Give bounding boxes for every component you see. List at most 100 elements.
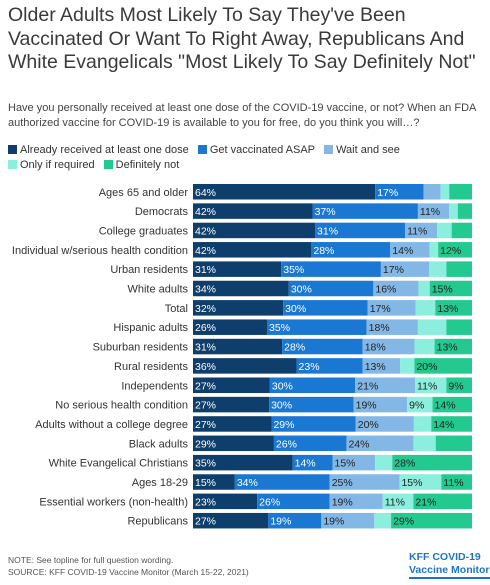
data-label: 31% xyxy=(195,264,216,276)
data-label: 21% xyxy=(415,496,436,508)
category-label: Ages 65 and older xyxy=(99,187,189,199)
bar-segment xyxy=(332,454,376,471)
legend-label: Definitely not xyxy=(115,159,180,171)
data-label: 11% xyxy=(417,380,437,392)
data-label: 13% xyxy=(437,303,458,315)
bar-segment xyxy=(375,454,393,471)
category-label: No serious health condition xyxy=(55,400,188,412)
data-label: 23% xyxy=(299,361,320,373)
bar-segment xyxy=(374,512,392,529)
legend-item: Get vaccinated ASAP xyxy=(197,144,316,156)
bar-segment xyxy=(414,338,435,355)
data-label: 30% xyxy=(285,303,306,315)
bar-segment xyxy=(234,474,330,490)
category-label: Democrats xyxy=(135,206,189,218)
data-label: 26% xyxy=(259,496,280,508)
bar-segment xyxy=(413,493,472,510)
legend-label: Get vaccinated ASAP xyxy=(209,144,316,156)
bar-segment xyxy=(329,474,400,490)
bar-segment xyxy=(399,474,442,490)
legend-item: Only if required xyxy=(8,159,95,171)
bar-segment xyxy=(329,493,383,510)
data-label: 18% xyxy=(369,322,390,334)
bar-segment xyxy=(407,396,433,413)
bar-segment xyxy=(292,454,333,471)
bar-segment xyxy=(429,242,439,258)
bar-segment xyxy=(382,493,414,510)
legend-swatch xyxy=(8,160,17,169)
bar-segment xyxy=(400,358,415,374)
data-label: 23% xyxy=(195,496,216,508)
category-label: Republicans xyxy=(127,516,188,528)
bar-segment xyxy=(273,435,347,452)
bar-segment xyxy=(423,184,441,200)
legend-label: Wait and see xyxy=(336,144,400,156)
data-label: 15% xyxy=(335,458,356,470)
bar-segment xyxy=(432,396,472,413)
category-label: College graduates xyxy=(99,225,189,237)
bar-segment xyxy=(355,377,416,393)
bar-segment xyxy=(417,203,450,219)
legend-swatch xyxy=(103,160,113,169)
bar-segment xyxy=(367,300,416,316)
data-label: 20% xyxy=(358,419,379,431)
data-label: 30% xyxy=(272,380,293,392)
data-label: 17% xyxy=(377,187,398,199)
legend-swatch xyxy=(197,145,207,154)
bar-segment xyxy=(355,416,414,432)
data-label: 24% xyxy=(348,438,369,450)
bar-segment xyxy=(441,474,472,490)
bar-segment xyxy=(281,261,381,277)
data-label: 14% xyxy=(392,245,413,257)
data-label: 29% xyxy=(273,419,294,431)
data-label: 28% xyxy=(394,458,415,470)
bar-segment xyxy=(449,184,472,200)
legend-item: Definitely not xyxy=(103,159,180,171)
data-label: 29% xyxy=(195,438,216,450)
bar-segment xyxy=(431,416,472,432)
bar-segment xyxy=(446,261,472,277)
category-label: Hispanic adults xyxy=(113,322,188,334)
bar-segment xyxy=(321,512,375,529)
bar-segment xyxy=(446,319,472,335)
bar-segment xyxy=(193,338,283,355)
data-label: 26% xyxy=(195,322,216,334)
data-label: 9% xyxy=(409,400,424,412)
category-label: Rural residents xyxy=(114,361,188,373)
data-label: 13% xyxy=(365,361,386,373)
category-label: Independents xyxy=(121,380,188,392)
bar-segment xyxy=(193,261,282,277)
bar-segment xyxy=(415,377,447,393)
bar-segment xyxy=(434,338,472,355)
bar-segment xyxy=(312,203,418,219)
bar-segment xyxy=(405,222,438,239)
bar-segment xyxy=(193,242,312,258)
category-label: Essential workers (non-health) xyxy=(39,496,188,508)
bar-segment xyxy=(282,338,363,355)
data-label: 20% xyxy=(416,361,437,373)
bar-segment xyxy=(457,203,472,219)
bar-segment xyxy=(373,280,419,297)
legend-swatch xyxy=(8,145,17,154)
bar-segment xyxy=(315,222,406,239)
bar-segment xyxy=(375,184,424,200)
data-label: 26% xyxy=(276,438,297,450)
bar-segment xyxy=(193,493,258,510)
legend-label: Only if required xyxy=(20,159,95,171)
legend-label: Already received at least one dose xyxy=(20,144,189,156)
data-label: 11% xyxy=(443,477,463,489)
data-label: 30% xyxy=(271,400,292,412)
bar-segment xyxy=(311,242,391,258)
brand-line-1: KFF COVID-19 xyxy=(409,551,481,563)
chart-title: Older Adults Most Likely To Say They've … xyxy=(8,4,476,73)
data-label: 27% xyxy=(195,380,216,392)
chart-subtitle: Have you personally received at least on… xyxy=(8,102,476,129)
data-label: 11% xyxy=(420,206,440,218)
bar-segment xyxy=(193,454,293,471)
data-label: 16% xyxy=(375,284,396,296)
brand-line-2: Vaccine Monitor xyxy=(409,564,490,579)
data-label: 15% xyxy=(401,477,422,489)
data-label: 64% xyxy=(195,187,216,199)
data-label: 19% xyxy=(356,400,377,412)
bar-segment xyxy=(392,454,472,471)
